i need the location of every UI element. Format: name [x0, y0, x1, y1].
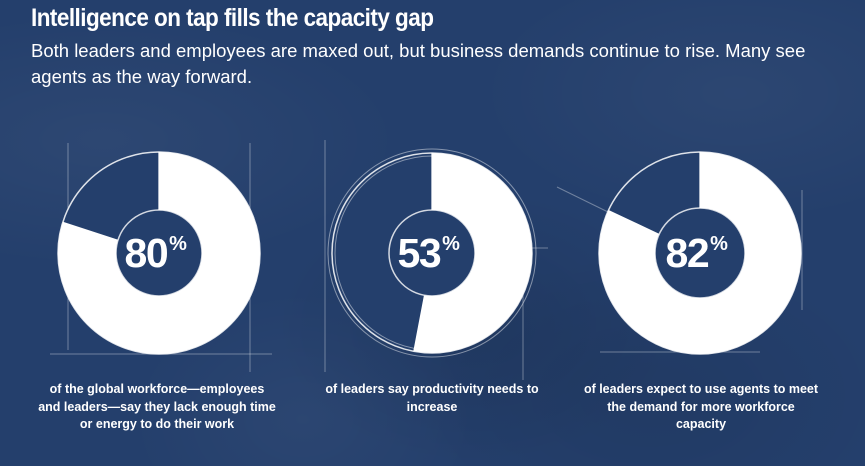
- donut-chart-80: 80%: [57, 151, 261, 355]
- page-subtitle: Both leaders and employees are maxed out…: [31, 40, 806, 87]
- donut-segment-82: [599, 152, 802, 354]
- donut-segment-80: [58, 152, 260, 354]
- caption-82: of leaders expect to use agents to meet …: [583, 382, 819, 431]
- donut-chart-53: 53%: [327, 148, 537, 358]
- percent-value-label: 82%: [666, 230, 729, 276]
- sketch-ring: [334, 155, 530, 351]
- percent-value-label: 80%: [125, 230, 188, 276]
- caption-53: of leaders say productivity needs to inc…: [325, 382, 539, 414]
- sketch-ring: [327, 148, 537, 358]
- caption-80: of the global workforce—employees and le…: [38, 382, 276, 431]
- donut-chart-82: 82%: [598, 151, 802, 355]
- percent-value-label: 53%: [398, 230, 461, 276]
- donut-segment-53: [413, 153, 532, 353]
- donut-hole: [654, 207, 746, 299]
- donut-hole: [115, 209, 203, 297]
- page-title: Intelligence on tap fills the capacity g…: [31, 4, 434, 32]
- donut-hole: [388, 209, 476, 297]
